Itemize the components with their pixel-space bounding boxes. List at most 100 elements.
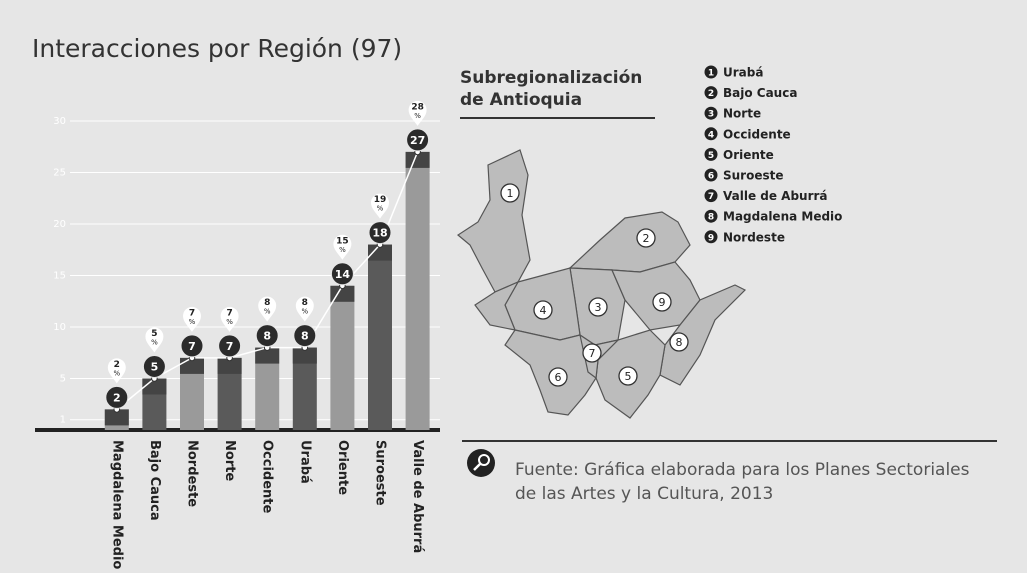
map-marker-label: 5: [625, 370, 632, 383]
x-tick-label: Occidente: [260, 440, 275, 514]
value-badge: [293, 324, 317, 348]
percent-label: 15: [336, 236, 349, 246]
bar-cap: [330, 285, 355, 302]
y-tick-label: 20: [53, 219, 66, 230]
percent-label: 2: [114, 360, 120, 370]
map-marker: [636, 228, 656, 248]
percent-unit: %: [113, 369, 120, 377]
legend-marker: [704, 86, 718, 100]
legend-number: 3: [708, 110, 714, 120]
value-label: 14: [335, 268, 351, 281]
x-tick-label: Bajo Cauca: [147, 440, 162, 521]
bar: [368, 244, 392, 430]
map-marker: [500, 183, 520, 203]
legend-label: Oriente: [723, 148, 774, 162]
value-label: 8: [263, 330, 271, 343]
percent-bubble: [183, 306, 201, 332]
percent-unit: %: [264, 308, 271, 316]
map-marker: [588, 297, 608, 317]
value-badge: [406, 128, 430, 152]
value-badge: [255, 324, 279, 348]
legend-label: Suroeste: [723, 169, 784, 183]
legend-number: 6: [708, 172, 714, 182]
percent-unit: %: [189, 318, 196, 326]
percent-label: 5: [151, 329, 157, 339]
y-tick-label: 30: [53, 116, 66, 127]
percent-bubble: [333, 234, 352, 260]
legend-marker: [704, 230, 718, 244]
map-marker: [618, 366, 638, 386]
value-badge: [218, 334, 242, 358]
legend-number: 2: [708, 89, 714, 99]
chart-title: Interacciones por Región (97): [32, 34, 402, 63]
map-marker: [669, 332, 689, 352]
legend-number: 5: [708, 151, 714, 161]
percent-unit: %: [226, 318, 233, 326]
percent-label: 28: [411, 102, 424, 112]
map-marker: [548, 367, 568, 387]
legend-number: 7: [708, 192, 714, 202]
map-marker-label: 1: [507, 187, 514, 200]
legend-label: Bajo Cauca: [723, 86, 797, 100]
value-label: 18: [372, 227, 387, 240]
value-label: 2: [113, 391, 121, 404]
legend-marker: [704, 168, 718, 182]
map-marker-label: 6: [555, 371, 562, 384]
percent-bubble: [258, 296, 277, 322]
legend-label: Norte: [723, 107, 761, 121]
x-tick-label: Suroeste: [373, 440, 388, 506]
percent-unit: %: [339, 246, 346, 254]
map-title: Subregionalización: [460, 68, 642, 88]
percent-unit: %: [414, 112, 421, 120]
percent-bubble: [408, 100, 427, 126]
percent-bubble: [371, 193, 389, 219]
bar: [330, 285, 355, 430]
percent-bubble: [145, 327, 164, 353]
region-shape: [474, 280, 520, 331]
map-marker-label: 4: [540, 304, 547, 317]
bar: [405, 151, 430, 430]
legend-marker: [704, 127, 718, 141]
percent-unit: %: [151, 339, 158, 347]
bar-cap: [217, 357, 242, 374]
magnifier-icon: [467, 449, 495, 477]
source-text: de las Artes y la Cultura, 2013: [515, 484, 773, 504]
x-tick-label: Oriente: [335, 440, 350, 495]
map-marker-label: 3: [595, 301, 602, 314]
percent-unit: %: [377, 205, 384, 213]
percent-bubble: [220, 306, 239, 332]
bar-cap: [405, 151, 430, 168]
legend-marker: [704, 147, 718, 161]
y-tick-label: 15: [53, 271, 66, 282]
percent-unit: %: [301, 308, 308, 316]
x-tick-label: Valle de Aburrá: [410, 440, 425, 553]
legend-label: Nordeste: [723, 230, 785, 244]
y-tick-label: 10: [53, 322, 66, 333]
value-label: 27: [410, 134, 425, 147]
map-marker: [582, 343, 602, 363]
legend-number: 1: [708, 69, 714, 79]
bar-cap: [104, 409, 129, 426]
map-marker-label: 9: [659, 296, 666, 309]
percent-bubble: [107, 358, 126, 384]
legend-label: Magdalena Medio: [723, 210, 842, 224]
value-label: 5: [151, 361, 159, 374]
bar-cap: [292, 347, 317, 364]
value-badge: [142, 355, 166, 378]
x-tick-label: Urabá: [297, 440, 312, 484]
legend-marker: [704, 189, 718, 203]
percent-label: 7: [226, 308, 232, 318]
legend-marker: [704, 65, 718, 79]
percent-label: 8: [264, 298, 270, 308]
percent-label: 7: [189, 308, 195, 318]
legend-number: 8: [708, 213, 714, 223]
value-badge: [368, 221, 392, 245]
percent-label: 19: [374, 195, 387, 205]
value-badge: [330, 262, 354, 286]
map-title: de Antioquia: [460, 90, 582, 110]
legend-label: Urabá: [723, 66, 763, 80]
map-marker-label: 7: [589, 347, 596, 360]
y-tick-label: 25: [53, 168, 66, 179]
value-label: 7: [226, 340, 234, 353]
